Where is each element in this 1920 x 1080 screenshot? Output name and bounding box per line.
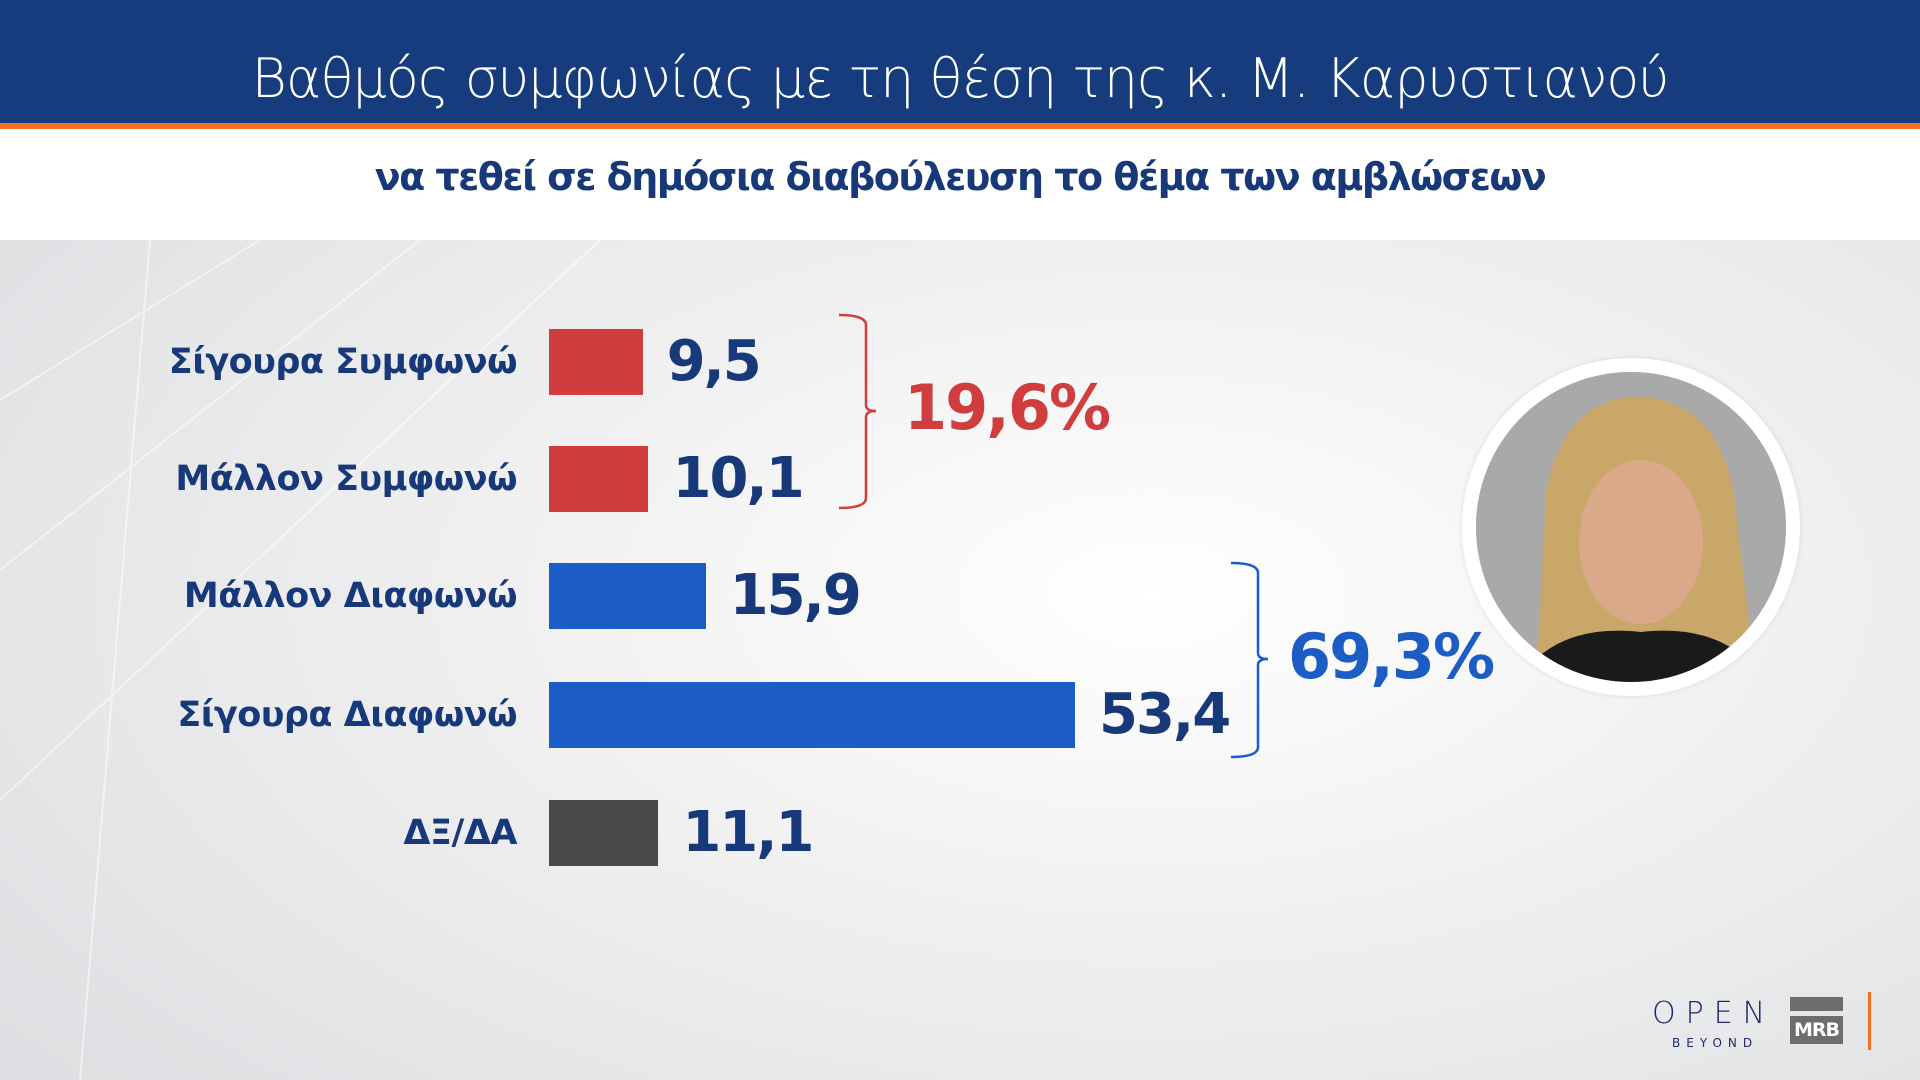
total-agree-label: 19,6% — [904, 371, 1111, 444]
background-decoration — [0, 240, 601, 1080]
value-label: 11,1 — [682, 800, 814, 865]
open-logo: OPEN — [1652, 996, 1776, 1031]
bar — [549, 563, 706, 629]
bar — [549, 682, 1075, 748]
category-label: Σίγουρα Διαφωνώ — [177, 695, 517, 735]
bar — [549, 800, 659, 866]
header-bar — [0, 0, 1920, 123]
logo-divider — [1868, 992, 1871, 1050]
bracket-agree — [838, 313, 877, 510]
open-logo-tagline: BEYOND — [1672, 1036, 1759, 1050]
mrb-logo-bar — [1790, 997, 1843, 1011]
mrb-logo: MRB — [1790, 1016, 1843, 1044]
value-label: 15,9 — [729, 563, 862, 628]
total-disagree-label: 69,3% — [1288, 620, 1495, 693]
accent-line — [0, 123, 1920, 129]
subtitle-band — [0, 129, 1920, 240]
category-label: ΔΞ/ΔΑ — [403, 813, 517, 853]
bracket-disagree — [1230, 561, 1269, 759]
value-label: 53,4 — [1098, 682, 1231, 747]
portrait-photo — [1462, 358, 1800, 696]
bar — [549, 446, 649, 512]
value-label: 9,5 — [666, 329, 762, 394]
page-title: Βαθμός συμφωνίας με τη θέση της κ. Μ. Κα… — [251, 47, 1669, 110]
category-label: Μάλλον Διαφωνώ — [183, 576, 518, 616]
portrait-image — [1476, 372, 1786, 682]
value-label: 10,1 — [672, 446, 804, 511]
bar — [549, 329, 643, 395]
category-label: Σίγουρα Συμφωνώ — [168, 342, 518, 382]
page-subtitle: να τεθεί σε δημόσια διαβούλευση το θέμα … — [374, 155, 1547, 199]
category-label: Μάλλον Συμφωνώ — [175, 459, 517, 499]
